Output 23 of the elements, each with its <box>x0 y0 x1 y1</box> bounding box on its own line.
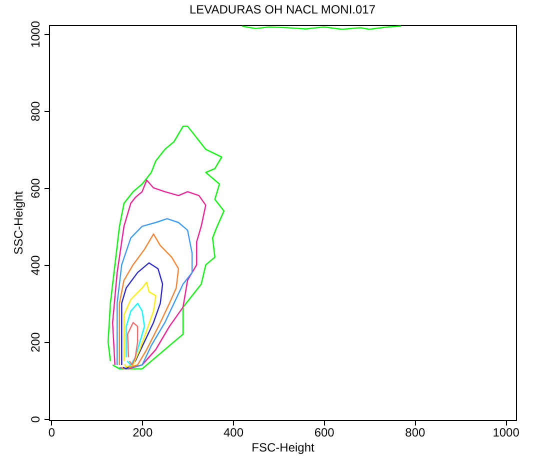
line-series <box>123 282 156 368</box>
y-tick-label: 400 <box>28 255 42 276</box>
line-series <box>126 302 145 366</box>
x-tick-label: 400 <box>223 426 244 440</box>
x-tick-label: 600 <box>314 426 335 440</box>
y-tick-label: 800 <box>28 101 42 122</box>
line-series <box>112 180 206 370</box>
y-tick-label: 200 <box>28 332 42 352</box>
y-tick-label: 1000 <box>28 20 42 48</box>
x-axis-title: FSC-Height <box>252 440 316 454</box>
x-tick-label: 1000 <box>492 426 520 440</box>
y-tick-label: 600 <box>28 178 42 198</box>
x-tick-label: 0 <box>48 426 56 440</box>
line-series <box>121 262 164 370</box>
y-axis-title: SSC-Height <box>12 190 26 255</box>
line-series <box>107 126 224 370</box>
line-series <box>118 233 180 370</box>
chart-title: LEVADURAS OH NACL MONI.017 <box>189 2 376 17</box>
x-tick-label: 800 <box>405 426 426 440</box>
y-tick-label: 0 <box>28 416 42 423</box>
x-tick-label: 200 <box>132 426 153 440</box>
line-series <box>126 322 138 366</box>
line-series <box>116 218 193 370</box>
